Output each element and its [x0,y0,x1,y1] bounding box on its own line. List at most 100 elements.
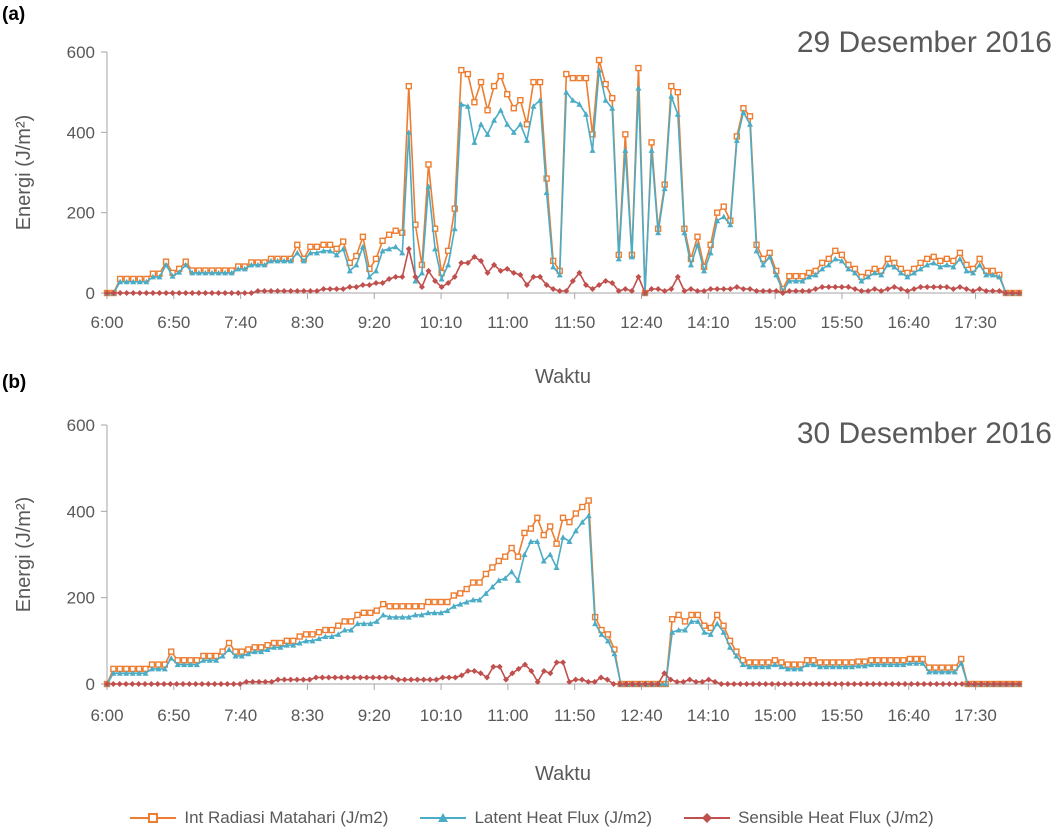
chart-b-radiation-point [463,585,470,593]
chart-a-latent-point [825,261,832,268]
chart-b-latent-point [579,519,586,525]
chart-b-x-tick-label: 17:30 [954,706,997,725]
chart-a-y-tick-label: 600 [67,43,95,62]
chart-a-sensible-point [504,265,511,272]
chart-a-latent-point [582,111,589,117]
chart-a-sensible-point [405,245,412,252]
chart-b-sensible-point [794,681,801,687]
chart-b-latent-point [527,538,534,545]
chart-b-latent-point [129,670,136,676]
chart-b-radiation-point [501,553,509,560]
chart-b-latent-point [887,661,894,668]
chart-a-latent-point [294,249,301,256]
chart-b-radiation-point [322,626,329,634]
chart-b-sensible-point [256,678,262,685]
chart-b-x-tick-label: 7:40 [224,706,257,725]
chart-a-sensible-point [497,267,504,274]
chart-a-sensible-point [373,279,380,286]
chart-b-radiation-point [713,611,721,619]
chart-b-sensible-point [332,674,338,681]
chart-a-sensible-point [254,287,261,294]
chart-b-latent-point [380,611,387,618]
chart-a-sensible-point [845,283,852,290]
chart-a-latent-point [753,247,760,254]
chart-a-sensible-point [589,285,596,292]
chart-a-sensible-point [655,285,662,292]
chart-a-y-tick-label: 400 [67,123,95,142]
chart-a-latent-point [924,261,931,268]
chart-a-latent-point [602,97,609,103]
chart-a-x-tick-label: 8:30 [291,313,324,332]
chart-a-radiation-point [536,78,544,86]
chart-a-latent-point [943,261,950,268]
chart-b-radiation-point [373,607,380,614]
chart-a-sensible-point [359,281,366,288]
chart-a-radiation-point [530,78,537,86]
chart-a-sensible-point [464,259,471,266]
chart-b-sensible-point [477,670,484,677]
chart-a-radiation-point [359,233,367,240]
chart-b-sensible-point [351,674,357,681]
chart-a-latent-point [248,261,255,268]
chart-a-latent-point [163,261,170,268]
chart-a-latent-point [392,243,399,250]
chart-a-sensible-point [628,287,635,294]
chart-a-sensible-point [235,290,242,296]
chart-b-latent-point [181,661,188,668]
chart-a-radiation-point [720,203,727,210]
chart-a-latent-point [359,243,366,250]
chart-b-radiation-point [341,618,348,625]
chart-a-sensible-point [195,290,202,296]
chart-b-sensible-point [319,674,326,681]
chart-b-latent-point [303,637,310,644]
chart-b-latent-point [592,620,599,627]
chart-a-sensible-point [563,287,570,294]
chart-a-sensible-point [569,277,576,284]
chart-b-latent-point [328,633,335,640]
chart-a-sensible-point [458,259,465,266]
chart-a-radiation-point [576,74,583,82]
chart-a-latent-point [727,221,734,228]
chart-b-radiation-point [579,503,586,511]
chart-a-x-tick-label: 15:00 [754,313,797,332]
chart-a-sensible-point [268,287,275,294]
chart-a-latent-point [136,278,143,285]
chart-a-radiation-point [930,253,937,261]
chart-a-latent-point [576,101,583,107]
chart-a-radiation-point [563,70,570,78]
chart-b-latent-point [778,663,785,670]
chart-a-sensible-point [320,285,327,292]
chart-a-latent-point [589,147,596,153]
chart-a-latent-point [596,67,603,73]
chart-b-sensible-point [914,681,921,687]
chart-a-sensible-point [681,287,688,294]
chart-a-latent-point [523,137,530,143]
chart-a-radiation-point [950,257,957,265]
chart-b-radiation-point [540,531,547,539]
chart-b-sensible-point [864,681,870,687]
chart-a-sensible-point [222,290,229,296]
chart-a-latent-point [169,273,176,279]
chart-b-radiation-point [450,592,458,599]
chart-b-sensible-point [737,681,744,687]
chart-a-sensible-point [733,283,740,290]
chart-b-latent-point [341,627,348,633]
chart-a-latent-point [208,269,215,276]
chart-a-radiation-point [648,139,655,146]
chart-a-sensible-point [300,287,307,294]
chart-a-latent-point [674,111,681,117]
chart-a-latent-point [320,247,327,254]
chart-b-radiation-point [412,603,419,610]
chart-b-sensible-point [965,681,972,687]
chart-a-latent-point [740,109,747,115]
chart-b-sensible-point [167,681,174,687]
chart-a-sensible-point [484,269,491,276]
chart-b-sensible-point [655,681,661,687]
chart-a-sensible-point [865,287,872,294]
chart-b-sensible-point [262,678,269,685]
chart-a-latent-point [760,261,767,268]
chart-b-sensible-point [876,681,883,687]
chart-a-sensible-point [491,261,498,268]
chart-a-latent-point [989,271,996,278]
chart-a-latent-point [458,101,465,107]
